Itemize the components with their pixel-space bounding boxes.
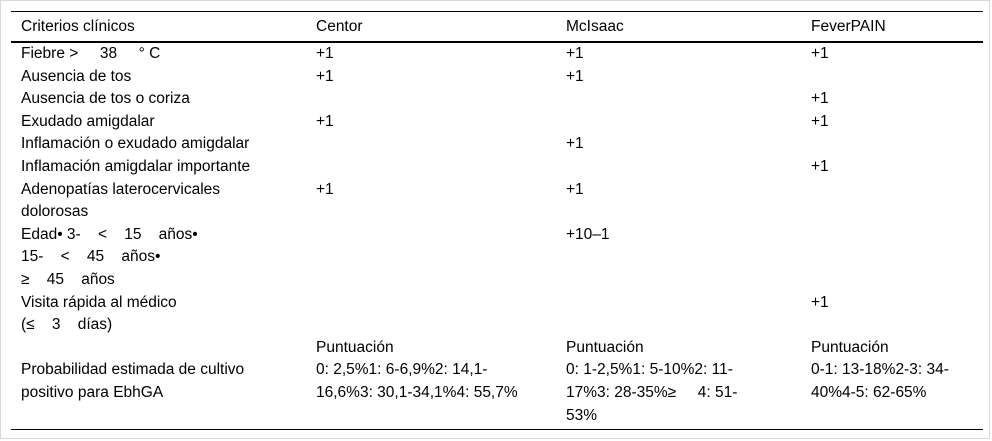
column-header-criterios: Criterios clínicos [11, 11, 306, 43]
table-cell: Puntuación [316, 338, 394, 356]
header-row: Criterios clínicos Centor McIsaac FeverP… [11, 11, 983, 43]
table-cell: Probabilidad estimada de cultivo positiv… [11, 359, 306, 431]
table-cell: +1 [811, 90, 829, 108]
table-cell [801, 179, 983, 224]
table-cell: +1 [566, 135, 584, 153]
table-cell [306, 292, 556, 337]
table-row: Adenopatías laterocervicales dolorosas +1… [11, 179, 983, 224]
table-cell: +1 [316, 67, 334, 85]
table-cell: Exudado amigdalar [21, 112, 155, 130]
table-cell [556, 111, 801, 134]
clinical-criteria-table: Criterios clínicos Centor McIsaac FeverP… [11, 11, 983, 431]
table-row: Inflamación o exudado amigdalar +1 [11, 133, 983, 156]
table-cell: +1 [811, 157, 829, 175]
table-cell: Ausencia de tos [21, 67, 132, 85]
table-cell: Inflamación amigdalar importante [21, 157, 251, 175]
table-row: Visita rápida al médico (≤ 3 días) +1 [11, 292, 983, 337]
table-row: Probabilidad estimada de cultivo positiv… [11, 359, 983, 431]
table-cell: 0: 1-2,5%1: 5-10%2: 11- 17%3: 28-35%≥ 4:… [556, 359, 801, 431]
table-cell [306, 156, 556, 179]
table-cell: Puntuación [566, 338, 644, 356]
table-cell [306, 224, 556, 292]
column-header-mcisaac: McIsaac [556, 11, 801, 43]
table-cell: 0: 2,5%1: 6-6,9%2: 14,1- 16,6%3: 30,1-34… [306, 359, 556, 431]
table-cell: Fiebre > 38 ° C [21, 45, 161, 62]
table-cell [556, 156, 801, 179]
table-cell: +1 [811, 112, 829, 130]
table-cell: +1 [566, 45, 584, 62]
table-cell: Puntuación [811, 338, 889, 356]
table-cell: +1 [316, 180, 334, 198]
column-header-centor: Centor [306, 11, 556, 43]
table-body: Fiebre > 38 ° C +1 +1 +1 Ausencia de tos +1 +1… [11, 42, 983, 431]
table-cell: Edad• 3- < 15 años• 15- < 45 años• ≥ 45 … [21, 225, 198, 288]
table-cell [801, 224, 983, 292]
table-row: Exudado amigdalar +1 +1 [11, 111, 983, 134]
table-cell [306, 88, 556, 111]
table-cell [11, 337, 306, 360]
table-cell: Inflamación o exudado amigdalar [21, 135, 250, 153]
table-cell [801, 133, 983, 156]
table-row: Ausencia de tos +1 +1 [11, 66, 983, 89]
column-header-feverpain: FeverPAIN [801, 11, 983, 43]
table-cell: Adenopatías laterocervicales dolorosas [21, 180, 221, 221]
table-cell [556, 292, 801, 337]
table-cell: +1 [316, 112, 334, 130]
table-row: Ausencia de tos o coriza +1 [11, 88, 983, 111]
table-row: Fiebre > 38 ° C +1 +1 +1 [11, 42, 983, 66]
table-cell [801, 66, 983, 89]
table-cell: +10–1 [566, 225, 610, 243]
table-cell [556, 88, 801, 111]
table-cell: Ausencia de tos o coriza [21, 90, 190, 108]
table-cell: +1 [566, 67, 584, 85]
table-cell: 0-1: 13-18%2-3: 34- 40%4-5: 62-65% [801, 359, 983, 431]
table-cell: +1 [811, 293, 829, 311]
table-cell [306, 133, 556, 156]
table-cell: +1 [316, 45, 334, 62]
table-cell: +1 [811, 45, 829, 62]
table-cell: Visita rápida al médico (≤ 3 días) [21, 293, 177, 334]
table-row: Puntuación Puntuación Puntuación [11, 337, 983, 360]
table-row: Edad• 3- < 15 años• 15- < 45 años• ≥ 45 … [11, 224, 983, 292]
table-cell: +1 [566, 180, 584, 198]
table-row: Inflamación amigdalar importante +1 [11, 156, 983, 179]
table-header: Criterios clínicos Centor McIsaac FeverP… [11, 11, 983, 43]
